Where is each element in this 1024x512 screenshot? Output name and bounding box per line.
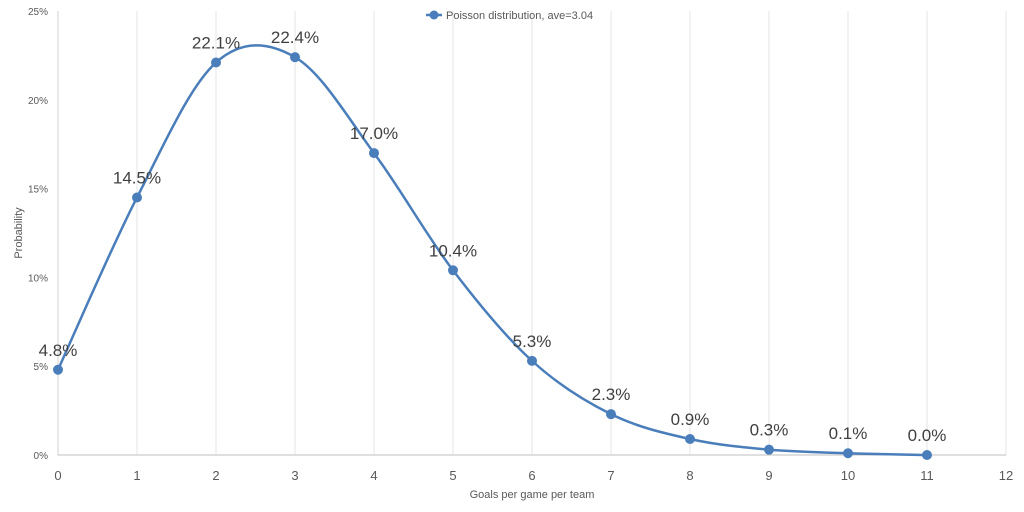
data-point [448,265,458,276]
data-point [132,192,142,203]
data-label: 0.9% [671,410,710,429]
x-tick-label: 8 [686,468,693,483]
legend-series-name: Poisson distribution, ave=3.04 [446,10,593,22]
y-tick-label: 5% [34,362,49,373]
data-label: 22.4% [271,28,319,47]
y-tick-label: 20% [28,96,48,107]
x-tick-label: 5 [449,468,456,483]
data-point [369,148,379,159]
data-label: 0.1% [829,424,868,443]
data-label: 17.0% [350,124,398,143]
x-tick-label: 0 [54,468,61,483]
series-layer [53,44,932,460]
legend-swatch-marker [429,10,439,20]
x-axis-title: Goals per game per team [470,489,595,501]
data-point [53,364,63,375]
data-point [764,444,774,455]
data-label: 4.8% [39,341,78,360]
data-label: 14.5% [113,168,161,187]
data-point [606,409,616,420]
y-axis-title: Probability [13,207,25,259]
y-tick-label: 25% [28,7,48,18]
legend: Poisson distribution, ave=3.04 [426,10,593,22]
x-tick-label: 6 [528,468,535,483]
data-label-layer: 4.8% 14.5% 22.1% 22.4% 17.0% 10.4% 5.3% 2.3% 0.9… [39,28,947,445]
x-tick-label: 7 [607,468,614,483]
x-tick-label: 10 [841,468,855,483]
y-tick-label: 10% [28,273,48,284]
x-tick-label: 2 [212,468,219,483]
data-label: 10.4% [429,241,477,260]
series-line [56,44,928,457]
x-tick-label: 9 [765,468,772,483]
x-tick-label: 4 [370,468,377,483]
y-tick-label: 0% [34,451,49,462]
data-label: 2.3% [592,385,631,404]
data-point [290,52,300,63]
data-label: 0.3% [750,421,789,440]
data-label: 0.0% [908,426,947,445]
x-tick-label: 12 [999,468,1013,483]
data-point [527,355,537,366]
data-point [211,57,221,68]
x-tick-label: 1 [133,468,140,483]
data-label: 5.3% [513,332,552,351]
y-tick-label: 15% [28,185,48,196]
grid-layer [136,11,1007,455]
data-label: 22.1% [192,34,240,53]
data-point [685,434,695,445]
x-tick-label: 11 [920,468,934,483]
x-tick-label: 3 [291,468,298,483]
data-point [843,448,853,459]
data-point [922,450,932,460]
axis-layer: 0 1 2 3 4 5 6 7 8 9 10 11 120%5%10%15%20%25% [28,7,1013,483]
